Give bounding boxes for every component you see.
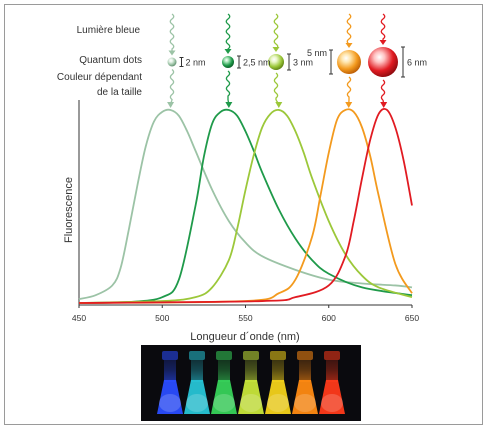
incoming-arrowhead [345, 43, 353, 48]
x-tick-label: 550 [238, 313, 252, 323]
quantum-dot-2 [222, 56, 234, 68]
emitted-light-wave [225, 70, 231, 100]
size-bracket [179, 57, 184, 67]
x-tick-label: 600 [322, 313, 336, 323]
vials-photo [141, 345, 361, 421]
size-label: 3 nm [293, 58, 313, 68]
incoming-light-wave [273, 13, 279, 50]
quantum-dots [167, 47, 398, 77]
incoming-light-wave [225, 13, 231, 51]
x-axis-label: Longueur d´onde (nm) [190, 331, 299, 343]
emission-arrows [167, 13, 388, 108]
x-tick-label: 500 [155, 313, 169, 323]
emitted-arrowhead [167, 102, 175, 108]
incoming-light-wave [346, 13, 352, 45]
fluorescence-chart: 450 500 550 600 650 Fluorescence Longueur d´… [63, 100, 419, 343]
emitted-light-wave [169, 68, 175, 101]
quantum-dot-4 [337, 50, 361, 74]
label-size-color-line1: Couleur dépendant [57, 72, 142, 83]
size-label: 2,5 nm [243, 58, 271, 68]
emitted-light-wave [380, 79, 386, 101]
emission-curves [78, 107, 413, 304]
vial-3 [211, 351, 237, 414]
label-size-color-line2: de la taille [97, 87, 142, 98]
vial-7 [319, 351, 345, 414]
size-bracket [287, 53, 291, 71]
incoming-arrowhead [272, 47, 280, 52]
label-quantum-dots: Quantum dots [79, 55, 142, 66]
size-bracket [237, 55, 241, 69]
x-tick-label: 650 [405, 313, 419, 323]
label-blue-light: Lumière bleue [77, 25, 141, 36]
x-ticks: 450 500 550 600 650 [72, 305, 419, 323]
emitted-arrowhead [380, 102, 388, 108]
vial-1 [157, 351, 183, 414]
emission-curve-1 [78, 108, 413, 300]
size-label: 6 nm [407, 58, 427, 68]
size-bracket [329, 49, 333, 75]
incoming-light-wave [380, 13, 386, 42]
size-markers: 2 nm 2,5 nm 3 nm5 nm 6 nm [179, 46, 427, 78]
emitted-arrowhead [345, 102, 353, 108]
quantum-dot-5 [368, 47, 398, 77]
vial-6 [292, 351, 318, 414]
emission-curve-4 [78, 108, 413, 304]
quantum-dot-1 [167, 57, 177, 67]
size-bracket [401, 46, 405, 78]
emitted-arrowhead [275, 102, 283, 108]
quantum-dot-3 [268, 54, 284, 70]
emitted-light-wave [273, 72, 279, 100]
emitted-light-wave [346, 76, 352, 100]
emission-curve-5 [78, 107, 413, 304]
emission-curve-3 [78, 109, 413, 304]
vials [157, 351, 345, 414]
vial-5 [265, 351, 291, 414]
y-axis-label: Fluorescence [63, 177, 75, 243]
vial-4 [238, 351, 264, 414]
emission-curve-2 [78, 108, 413, 304]
vial-2 [184, 351, 210, 414]
incoming-arrowhead [168, 50, 176, 56]
emitted-arrowhead [225, 102, 233, 108]
incoming-light-wave [169, 13, 175, 53]
size-label: 5 nm [307, 48, 327, 58]
x-tick-label: 450 [72, 313, 86, 323]
incoming-arrowhead [224, 49, 232, 54]
incoming-arrowhead [379, 40, 387, 45]
size-label: 2 nm [186, 58, 206, 68]
